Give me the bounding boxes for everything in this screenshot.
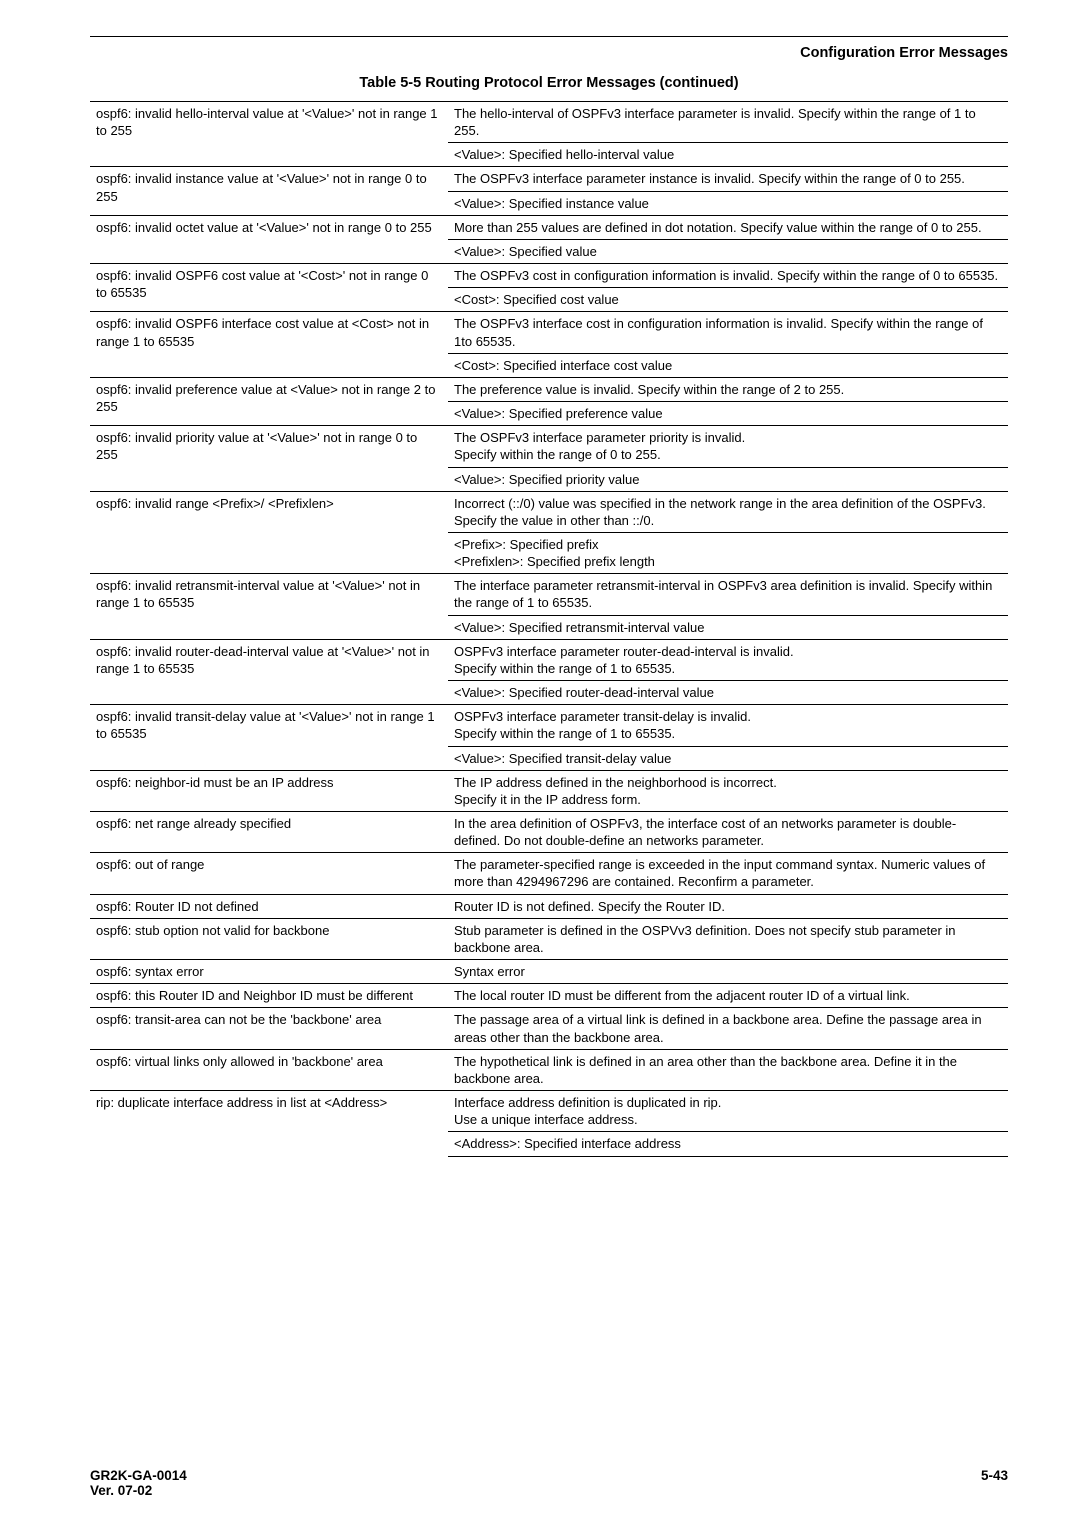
description-cell: The local router ID must be different fr… [448,984,1008,1008]
table-row: ospf6: invalid OSPF6 interface cost valu… [90,312,1008,353]
message-cell: ospf6: invalid OSPF6 interface cost valu… [90,312,448,377]
top-rule [90,36,1008,37]
table-row: ospf6: invalid router-dead-interval valu… [90,639,1008,680]
param-cell: <Value>: Specified hello-interval value [448,143,1008,167]
table-row: ospf6: transit-area can not be the 'back… [90,1008,1008,1049]
param-cell: <Value>: Specified value [448,239,1008,263]
message-cell: ospf6: invalid priority value at '<Value… [90,426,448,491]
table-row: ospf6: invalid OSPF6 cost value at '<Cos… [90,264,1008,288]
message-cell: ospf6: invalid octet value at '<Value>' … [90,215,448,263]
table-row: rip: duplicate interface address in list… [90,1091,1008,1132]
description-cell: The interface parameter retransmit-inter… [448,574,1008,615]
description-cell: OSPFv3 interface parameter router-dead-i… [448,639,1008,680]
description-cell: The IP address defined in the neighborho… [448,770,1008,811]
message-cell: ospf6: syntax error [90,960,448,984]
param-cell: <Value>: Specified retransmit-interval v… [448,615,1008,639]
page-number: 5-43 [981,1468,1008,1483]
table-row: ospf6: invalid transit-delay value at '<… [90,705,1008,746]
param-cell: <Value>: Specified transit-delay value [448,746,1008,770]
table-row: ospf6: invalid instance value at '<Value… [90,167,1008,191]
message-cell: ospf6: invalid preference value at <Valu… [90,377,448,425]
description-cell: The hypothetical link is defined in an a… [448,1049,1008,1090]
table-row: ospf6: this Router ID and Neighbor ID mu… [90,984,1008,1008]
description-cell: The passage area of a virtual link is de… [448,1008,1008,1049]
param-cell: <Prefix>: Specified prefix<Prefixlen>: S… [448,532,1008,573]
table-row: ospf6: virtual links only allowed in 'ba… [90,1049,1008,1090]
param-cell: <Value>: Specified priority value [448,467,1008,491]
message-cell: ospf6: net range already specified [90,812,448,853]
description-cell: The preference value is invalid. Specify… [448,377,1008,401]
table-row: ospf6: net range already specifiedIn the… [90,812,1008,853]
description-cell: Interface address definition is duplicat… [448,1091,1008,1132]
doc-version: Ver. 07-02 [90,1483,1008,1498]
description-cell: Router ID is not defined. Specify the Ro… [448,894,1008,918]
param-cell: <Cost>: Specified cost value [448,288,1008,312]
section-heading: Configuration Error Messages [90,45,1008,61]
table-row: ospf6: stub option not valid for backbon… [90,918,1008,959]
table-row: ospf6: invalid octet value at '<Value>' … [90,215,1008,239]
description-cell: The parameter-specified range is exceede… [448,853,1008,894]
description-cell: The OSPFv3 cost in configuration informa… [448,264,1008,288]
message-cell: ospf6: invalid router-dead-interval valu… [90,639,448,704]
doc-code: GR2K-GA-0014 [90,1468,1008,1483]
message-cell: ospf6: transit-area can not be the 'back… [90,1008,448,1049]
description-cell: OSPFv3 interface parameter transit-delay… [448,705,1008,746]
message-cell: ospf6: this Router ID and Neighbor ID mu… [90,984,448,1008]
message-cell: ospf6: invalid range <Prefix>/ <Prefixle… [90,491,448,574]
description-cell: The OSPFv3 interface cost in configurati… [448,312,1008,353]
message-cell: ospf6: invalid instance value at '<Value… [90,167,448,215]
table-row: ospf6: invalid preference value at <Valu… [90,377,1008,401]
param-cell: <Value>: Specified instance value [448,191,1008,215]
table-row: ospf6: invalid priority value at '<Value… [90,426,1008,467]
message-cell: ospf6: invalid OSPF6 cost value at '<Cos… [90,264,448,312]
param-cell: <Cost>: Specified interface cost value [448,353,1008,377]
description-cell: Syntax error [448,960,1008,984]
message-cell: ospf6: neighbor-id must be an IP address [90,770,448,811]
description-cell: Stub parameter is defined in the OSPVv3 … [448,918,1008,959]
description-cell: Incorrect (::/0) value was specified in … [448,491,1008,532]
table-row: ospf6: invalid retransmit-interval value… [90,574,1008,615]
message-cell: ospf6: stub option not valid for backbon… [90,918,448,959]
error-messages-table: ospf6: invalid hello-interval value at '… [90,101,1008,1157]
description-cell: In the area definition of OSPFv3, the in… [448,812,1008,853]
table-row: ospf6: Router ID not definedRouter ID is… [90,894,1008,918]
table-row: ospf6: invalid range <Prefix>/ <Prefixle… [90,491,1008,532]
param-cell: <Address>: Specified interface address [448,1132,1008,1156]
description-cell: More than 255 values are defined in dot … [448,215,1008,239]
message-cell: ospf6: out of range [90,853,448,894]
description-cell: The hello-interval of OSPFv3 interface p… [448,102,1008,143]
description-cell: The OSPFv3 interface parameter priority … [448,426,1008,467]
message-cell: ospf6: invalid transit-delay value at '<… [90,705,448,770]
message-cell: ospf6: virtual links only allowed in 'ba… [90,1049,448,1090]
message-cell: ospf6: Router ID not defined [90,894,448,918]
message-cell: ospf6: invalid retransmit-interval value… [90,574,448,639]
table-row: ospf6: out of rangeThe parameter-specifi… [90,853,1008,894]
message-cell: rip: duplicate interface address in list… [90,1091,448,1156]
message-cell: ospf6: invalid hello-interval value at '… [90,102,448,167]
table-row: ospf6: invalid hello-interval value at '… [90,102,1008,143]
description-cell: The OSPFv3 interface parameter instance … [448,167,1008,191]
table-row: ospf6: neighbor-id must be an IP address… [90,770,1008,811]
param-cell: <Value>: Specified preference value [448,402,1008,426]
page-footer: GR2K-GA-0014 Ver. 07-02 5-43 [90,1468,1008,1498]
table-row: ospf6: syntax errorSyntax error [90,960,1008,984]
table-caption: Table 5-5 Routing Protocol Error Message… [90,75,1008,91]
param-cell: <Value>: Specified router-dead-interval … [448,681,1008,705]
